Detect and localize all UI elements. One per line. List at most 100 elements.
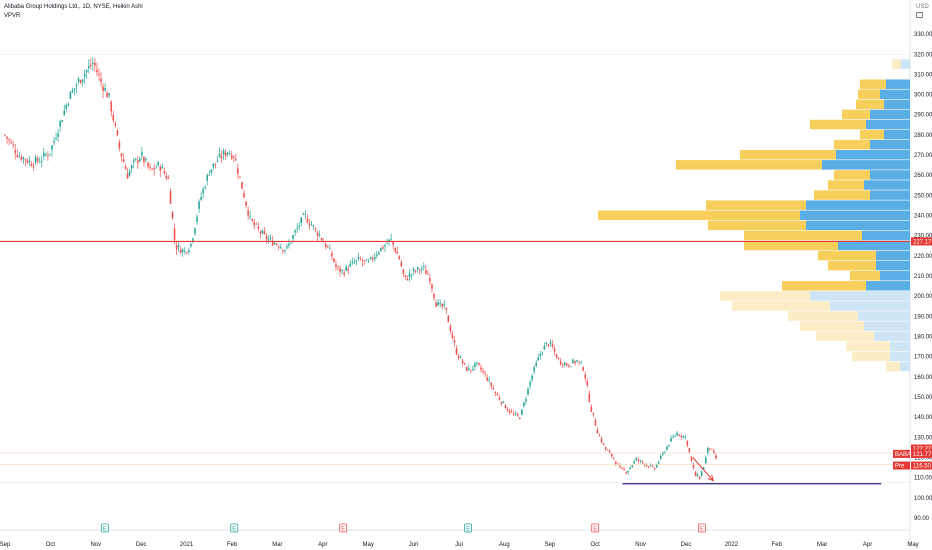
- vp-up-bar: [884, 129, 910, 140]
- candle-body: [196, 216, 198, 222]
- candle-body: [461, 360, 464, 364]
- vp-down-bar: [856, 99, 884, 110]
- vp-down-bar: [860, 129, 884, 140]
- price-tick-label: 280.00: [914, 133, 932, 139]
- candle-body: [290, 242, 292, 244]
- candle-body: [478, 363, 480, 365]
- price-tick-label: 290.00: [914, 113, 932, 119]
- candle-body: [445, 307, 448, 310]
- candle-body: [324, 243, 327, 248]
- candle-body: [34, 157, 37, 163]
- candle-body: [662, 453, 664, 455]
- candle-body: [672, 436, 674, 438]
- candle-body: [96, 69, 98, 73]
- price-tick-label: 130.00: [914, 435, 932, 441]
- candle-body: [512, 413, 515, 415]
- time-tick-label: Mar: [817, 542, 827, 548]
- candle-body: [488, 379, 490, 381]
- candle-body: [100, 78, 102, 82]
- price-tick-label: 170.00: [914, 355, 932, 361]
- candle-body: [357, 256, 360, 259]
- vp-up-bar: [866, 119, 910, 130]
- candle-body: [257, 226, 260, 229]
- price-tick-label: 100.00: [914, 496, 932, 502]
- candle-body: [171, 211, 174, 219]
- vp-up-bar: [862, 230, 910, 241]
- candle-body: [149, 166, 151, 168]
- vp-down-bar: [676, 160, 822, 170]
- price-label-text: 116.50: [913, 464, 932, 470]
- vp-up-bar: [858, 311, 910, 321]
- earnings-icon[interactable]: [339, 523, 348, 533]
- candle-body: [684, 436, 687, 438]
- vp-up-bar: [870, 109, 910, 120]
- candle-body: [590, 406, 593, 412]
- candle-body: [104, 88, 106, 91]
- candle-body: [253, 222, 256, 225]
- price-tick-label: 270.00: [914, 153, 932, 159]
- candle-body: [22, 157, 25, 160]
- candle-body: [494, 391, 497, 394]
- candle-body: [277, 246, 280, 248]
- vp-up-bar: [866, 281, 910, 291]
- candle-body: [698, 477, 701, 480]
- lock-icon[interactable]: [916, 12, 923, 18]
- candle-body: [427, 273, 429, 275]
- candle-body: [412, 269, 415, 272]
- candle-body: [557, 358, 560, 360]
- price-tick-label: 230.00: [914, 234, 932, 240]
- earnings-icon[interactable]: [591, 523, 600, 533]
- candle-body: [420, 268, 423, 270]
- candle-body: [194, 228, 196, 234]
- candle-body: [40, 160, 43, 162]
- candle-body: [6, 136, 8, 139]
- candle-body: [459, 357, 462, 358]
- candle-body: [373, 256, 376, 260]
- vp-down-bar: [852, 351, 890, 362]
- vp-down-bar: [828, 260, 876, 271]
- candle-body: [382, 247, 384, 249]
- candle-body: [102, 86, 104, 91]
- candle-body: [621, 468, 623, 470]
- time-tick-label: Sep: [544, 542, 555, 548]
- candle-body: [192, 238, 194, 242]
- currency-label: USD: [916, 4, 929, 10]
- candle-body: [363, 260, 366, 262]
- trend-arrow[interactable]: [692, 457, 714, 481]
- candle-body: [302, 213, 305, 215]
- earnings-icon[interactable]: [464, 523, 472, 533]
- candle-body: [404, 275, 407, 277]
- candle-body: [615, 461, 617, 464]
- candle-body: [106, 92, 108, 98]
- candle-body: [394, 248, 397, 252]
- candle-body: [53, 140, 55, 143]
- candle-body: [198, 201, 200, 209]
- candle-body: [318, 235, 321, 236]
- candle-body: [341, 269, 343, 271]
- vp-up-bar: [864, 180, 910, 190]
- candle-body: [584, 374, 587, 379]
- candle-body: [676, 433, 678, 436]
- candle-body: [525, 399, 527, 402]
- candle-body: [163, 170, 166, 174]
- candle-body: [116, 130, 119, 136]
- candle-body: [202, 189, 204, 194]
- volume-profile: [598, 59, 910, 372]
- candle-body: [690, 456, 693, 461]
- candle-body: [533, 367, 535, 372]
- candle-body: [547, 344, 550, 346]
- candle-body: [688, 448, 691, 452]
- candle-body: [349, 263, 352, 267]
- candle-body: [265, 236, 268, 240]
- earnings-icon[interactable]: [230, 523, 239, 533]
- candle-body: [668, 444, 670, 446]
- candle-body: [134, 158, 137, 160]
- candle-body: [79, 80, 82, 84]
- candle-body: [118, 142, 121, 149]
- earnings-icon[interactable]: [697, 523, 706, 533]
- candle-body: [75, 85, 78, 87]
- indicator-label[interactable]: VPVR: [4, 13, 21, 19]
- candle-body: [222, 150, 225, 155]
- earnings-icon[interactable]: [100, 523, 109, 533]
